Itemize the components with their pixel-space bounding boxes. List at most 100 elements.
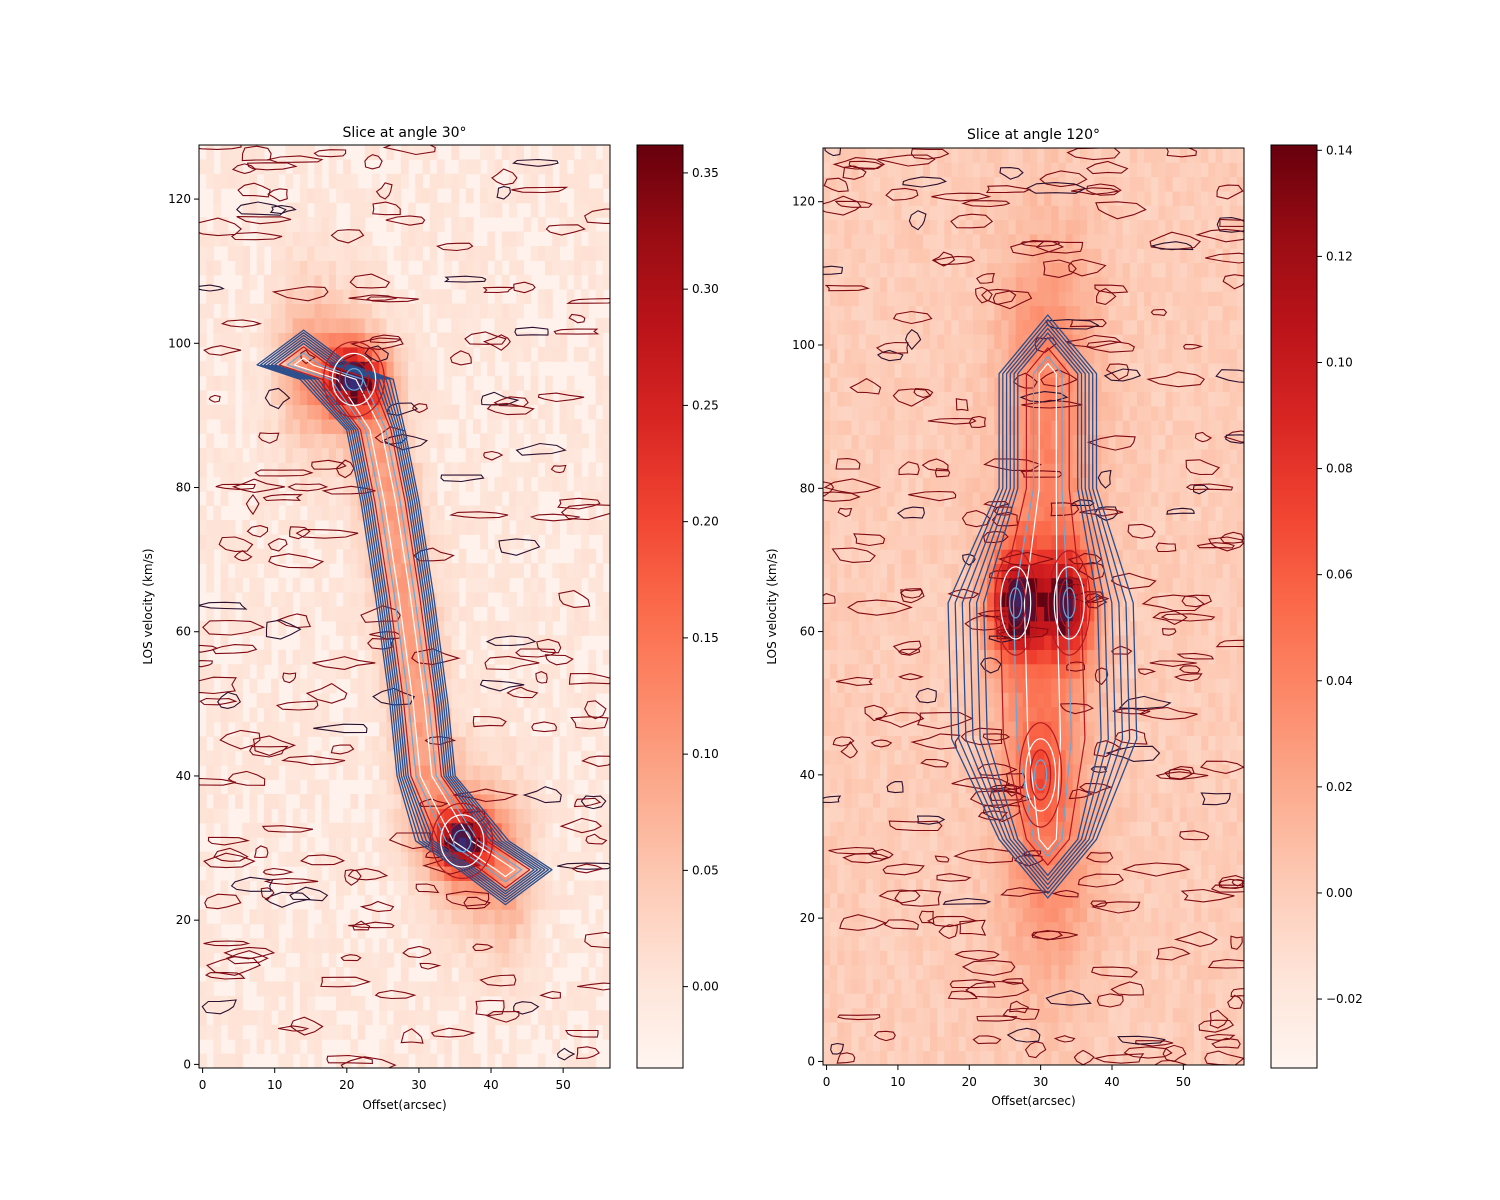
heatmap-cell	[830, 577, 838, 593]
heatmap-cell	[573, 577, 582, 593]
heatmap-cell	[944, 348, 952, 364]
heatmap-cell	[235, 779, 243, 795]
heatmap-cell	[379, 952, 387, 968]
heatmap-cell	[965, 391, 974, 407]
heatmap-cell	[235, 620, 243, 636]
heatmap-cell	[328, 145, 337, 160]
heatmap-cell	[858, 878, 867, 894]
heatmap-cell	[1044, 277, 1052, 292]
heatmap-cell	[994, 205, 1002, 221]
heatmap-cell	[336, 188, 344, 204]
heatmap-cell	[980, 663, 988, 679]
noise-contour	[330, 229, 365, 244]
heatmap-cell	[422, 332, 431, 348]
heatmap-cell	[1037, 1022, 1045, 1037]
heatmap-cell	[429, 808, 438, 824]
heatmap-cell	[509, 260, 517, 276]
heatmap-cell	[937, 534, 945, 550]
heatmap-cell	[559, 145, 568, 160]
heatmap-cell	[865, 577, 874, 593]
heatmap-cell	[321, 1010, 330, 1026]
heatmap-cell	[937, 162, 945, 178]
heatmap-cell	[487, 159, 496, 175]
heatmap-cell	[566, 779, 575, 795]
heatmap-cell	[509, 923, 517, 939]
heatmap-cell	[386, 462, 395, 478]
heatmap-cell	[872, 463, 881, 478]
heatmap-cell	[944, 706, 952, 722]
heatmap-cell	[830, 663, 838, 679]
heatmap-cell	[573, 173, 582, 189]
heatmap-cell	[837, 663, 845, 679]
heatmap-cell	[487, 202, 496, 218]
heatmap-cell	[242, 923, 250, 939]
heatmap-cell	[958, 348, 967, 364]
heatmap-cell	[473, 808, 481, 824]
heatmap-cell	[851, 878, 860, 894]
heatmap-cell	[937, 706, 945, 722]
heatmap-cell	[559, 995, 568, 1011]
heatmap-cell	[292, 289, 301, 305]
heatmap-cell	[823, 635, 831, 650]
heatmap-cell	[851, 234, 860, 249]
heatmap-cell	[930, 520, 938, 536]
heatmap-cell	[285, 1010, 294, 1026]
heatmap-cell	[865, 635, 874, 650]
heatmap-cell	[501, 520, 510, 535]
heatmap-cell	[930, 979, 938, 994]
heatmap-cell	[958, 993, 967, 1009]
heatmap-cell	[537, 736, 546, 752]
heatmap-cell	[1051, 592, 1059, 607]
noise-contour	[199, 676, 237, 695]
heatmap-cell	[1022, 491, 1031, 507]
heatmap-cell	[823, 663, 831, 679]
heatmap-cell	[980, 334, 988, 350]
heatmap-cell	[972, 205, 981, 221]
heatmap-cell	[444, 202, 452, 218]
heatmap-cell	[249, 779, 258, 795]
x-axis-label: Offset(arcsec)	[362, 1098, 446, 1112]
heatmap-cell	[958, 477, 967, 493]
heatmap-cell	[872, 477, 881, 493]
heatmap-cell	[545, 462, 553, 478]
heatmap-cell	[559, 476, 568, 492]
heatmap-cell	[400, 808, 409, 824]
heatmap-cell	[299, 289, 308, 305]
heatmap-cell	[1015, 1050, 1024, 1065]
heatmap-cell	[436, 606, 445, 622]
heatmap-cell	[1022, 721, 1031, 736]
heatmap-cell	[823, 878, 831, 894]
heatmap-cell	[972, 162, 981, 178]
heatmap-cell	[865, 678, 874, 693]
heatmap-cell	[994, 305, 1002, 321]
heatmap-cell	[328, 577, 337, 593]
heatmap-cell	[307, 779, 315, 795]
heatmap-cell	[559, 678, 568, 694]
noise-contour	[544, 654, 574, 666]
heatmap-cell	[872, 792, 881, 808]
heatmap-cell	[837, 706, 845, 722]
heatmap-cell	[951, 792, 959, 808]
heatmap-cell	[292, 1039, 301, 1055]
heatmap-cell	[844, 893, 852, 908]
noise-contour	[213, 847, 249, 862]
heatmap-cell	[451, 794, 460, 809]
heatmap-cell	[415, 447, 423, 463]
heatmap-cell	[473, 649, 481, 665]
heatmap-cell	[227, 534, 236, 550]
heatmap-cell	[994, 291, 1002, 307]
heatmap-cell	[559, 880, 568, 896]
heatmap-cell	[400, 462, 409, 478]
heatmap-cell	[465, 505, 474, 521]
heatmap-cell	[830, 405, 838, 421]
heatmap-cell	[379, 188, 387, 204]
heatmap-cell	[951, 463, 959, 478]
heatmap-cell	[1015, 893, 1024, 908]
heatmap-cell	[530, 375, 539, 391]
heatmap-cell	[573, 246, 582, 261]
heatmap-cell	[235, 981, 243, 997]
heatmap-cell	[487, 548, 496, 564]
heatmap-cell	[1037, 277, 1045, 292]
heatmap-cell	[494, 678, 503, 694]
heatmap-cell	[894, 864, 902, 880]
